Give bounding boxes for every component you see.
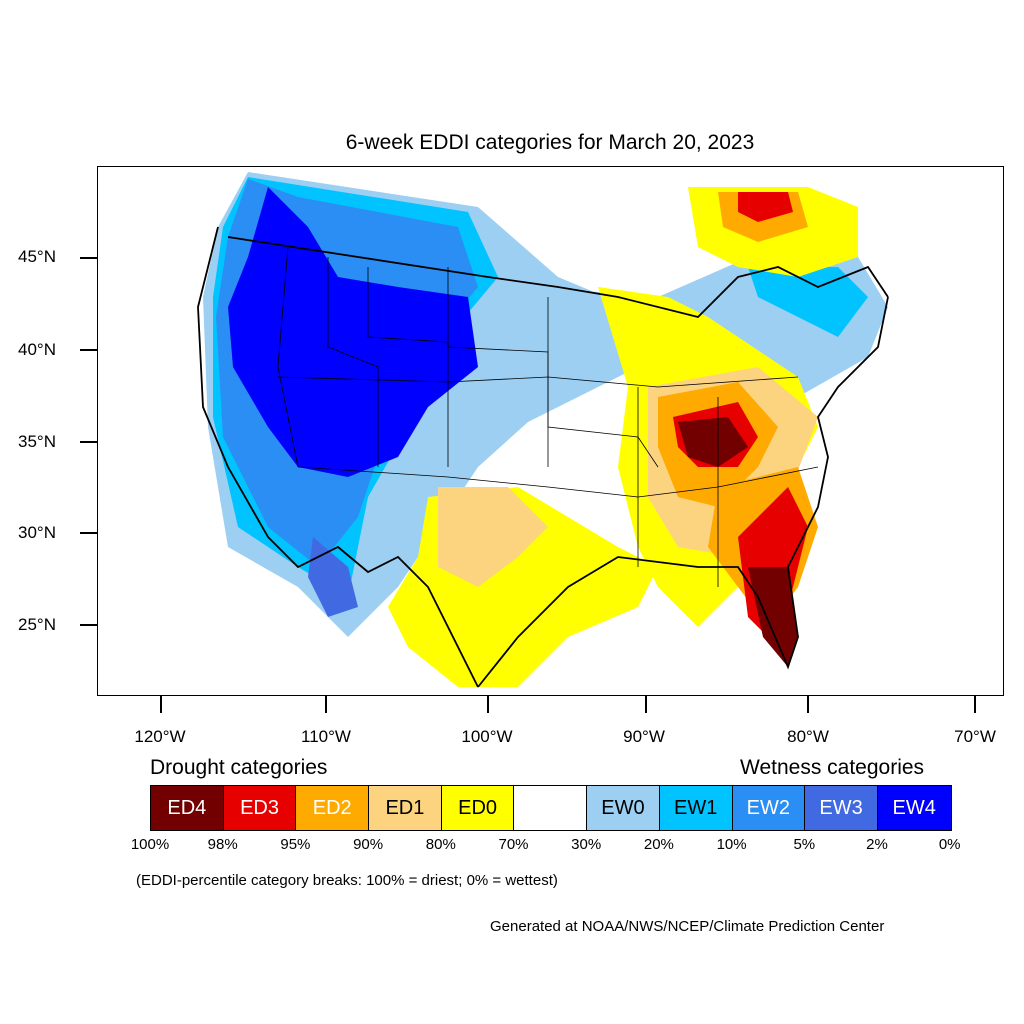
lon-label-110: 110°W [301,727,351,746]
lat-label-25: 25°N [18,615,56,634]
lon-tick [807,696,809,713]
legend-box-ew1: EW1 [659,786,733,830]
region-ew3-west [308,537,358,617]
legend-break-label: 100% [130,836,170,853]
lon-label-70: 70°W [954,727,996,746]
legend-box-ew4: EW4 [877,786,951,830]
lon-label-80: 80°W [787,727,829,746]
eddi-map [97,166,1004,696]
legend-break-label: 70% [498,836,529,853]
region-ed1-texas [438,487,548,587]
legend-box-ed1: ED1 [369,786,442,830]
lat-tick [80,349,97,351]
lat-tick [80,257,97,259]
lon-tick [974,696,976,713]
legend-break-label: 20% [643,836,674,853]
lon-label-90: 90°W [623,727,665,746]
map-title: 6-week EDDI categories for March 20, 202… [345,131,755,154]
lat-label-35: 35°N [18,432,56,451]
region-ed4-ohio-valley [678,417,748,467]
drought-heading: Drought categories [150,756,328,779]
lat-tick [80,441,97,443]
legend-break-label: 98% [207,836,238,853]
state-outlines [277,246,819,587]
legend-break-label: 95% [280,836,311,853]
lat-tick [80,532,97,534]
lat-label-30: 30°N [18,523,56,542]
legend-break-label: 30% [571,836,602,853]
lat-label-45: 45°N [18,247,56,266]
legend-box-ew0: EW0 [587,786,660,830]
lon-tick [645,696,647,713]
lon-tick [487,696,489,713]
region-ew1-northeast [748,267,868,337]
legend-bar: ED4 ED3 ED2 ED1 ED0 EW0 EW1 EW2 EW3 EW4 [150,785,952,831]
region-ed4-florida [748,567,798,667]
eddi-map-svg [197,172,889,688]
lat-tick [80,624,97,626]
lat-label-40: 40°N [18,340,56,359]
legend-box-ed0: ED0 [441,786,515,830]
legend-break-label: 5% [793,836,816,853]
legend-box-neutral [514,786,588,830]
legend-break-label: 0% [938,836,961,853]
region-ew4-west [228,187,478,477]
country-outlines [197,226,889,688]
legend-box-ew3: EW3 [805,786,878,830]
lon-tick [160,696,162,713]
credit-line: Generated at NOAA/NWS/NCEP/Climate Predi… [490,918,885,935]
wetness-heading: Wetness categories [740,756,925,779]
legend-box-ed3: ED3 [223,786,297,830]
lon-label-120: 120°W [134,727,186,746]
legend-box-ed2: ED2 [296,786,370,830]
legend-break-label: 90% [353,836,384,853]
legend-break-label: 2% [866,836,888,853]
category-note: (EDDI-percentile category breaks: 100% =… [136,872,558,889]
lon-label-100: 100°W [461,727,513,746]
legend-box-ew2: EW2 [732,786,806,830]
legend-break-label: 10% [716,836,747,853]
legend-break-label: 80% [425,836,456,853]
region-ed3-canada [738,192,793,222]
legend-box-ed4: ED4 [151,786,224,830]
lon-tick [325,696,327,713]
